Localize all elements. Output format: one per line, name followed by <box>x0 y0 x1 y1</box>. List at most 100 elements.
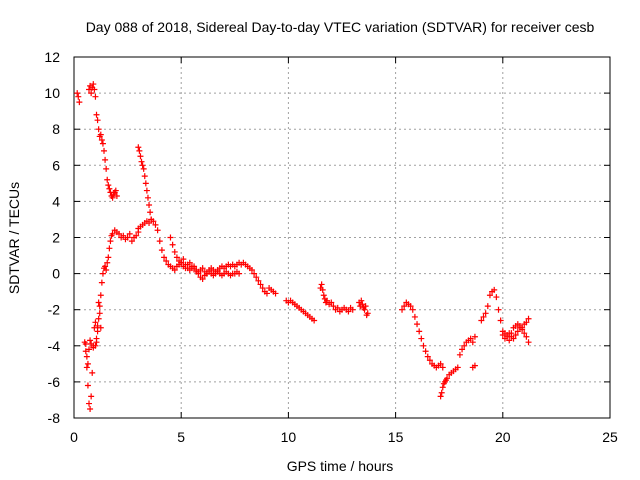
data-point <box>525 339 532 346</box>
data-point <box>120 232 127 239</box>
data-point <box>93 111 100 118</box>
data-point <box>467 335 474 342</box>
data-point <box>248 266 255 273</box>
data-point <box>136 147 143 154</box>
grid <box>74 57 610 418</box>
y-tick-label: 10 <box>44 85 60 101</box>
data-point <box>409 306 416 313</box>
data-point <box>82 340 89 347</box>
series-seg7 <box>167 234 243 283</box>
data-point <box>163 257 170 264</box>
data-point <box>456 351 463 358</box>
data-point <box>83 353 90 360</box>
data-point <box>109 230 116 237</box>
data-point <box>167 234 174 241</box>
data-point <box>497 317 504 324</box>
data-point <box>101 147 108 154</box>
data-point <box>255 277 262 284</box>
chart-title: Day 088 of 2018, Sidereal Day-to-day VTE… <box>86 19 595 35</box>
data-point <box>471 333 478 340</box>
data-point <box>358 297 365 304</box>
data-point <box>147 209 154 216</box>
y-tick-label: -8 <box>48 410 61 426</box>
data-point <box>257 281 264 288</box>
series-seg2 <box>86 81 120 201</box>
y-tick-label: -4 <box>48 338 61 354</box>
data-point <box>459 346 466 353</box>
data-point <box>178 259 185 266</box>
x-axis-label: GPS time / hours <box>287 458 394 474</box>
data-point <box>504 333 511 340</box>
data-point <box>480 313 487 320</box>
data-point <box>95 126 102 133</box>
data-point <box>191 265 198 272</box>
data-point <box>482 310 489 317</box>
data-point <box>437 393 444 400</box>
data-point <box>199 276 206 283</box>
data-point <box>94 322 101 329</box>
data-point <box>521 330 528 337</box>
data-point <box>142 180 149 187</box>
data-point <box>272 290 279 297</box>
data-point <box>263 290 270 297</box>
data-point <box>83 364 90 371</box>
data-point <box>141 173 148 180</box>
data-point <box>94 117 101 124</box>
series-seg11 <box>399 299 446 371</box>
data-point <box>318 281 325 288</box>
data-point <box>334 304 341 311</box>
data-point <box>158 247 165 254</box>
data-point <box>508 330 515 337</box>
x-tick-label: 15 <box>388 429 404 445</box>
data-point <box>137 153 144 160</box>
data-point <box>98 279 105 286</box>
data-point <box>156 238 163 245</box>
data-point <box>97 324 104 331</box>
data-point <box>495 306 502 313</box>
data-point <box>103 266 110 273</box>
data-point <box>140 165 147 172</box>
data-point <box>74 90 81 97</box>
data-point <box>411 313 418 320</box>
axes: 0 5 10 15 20 25 -8 -6 -4 -2 0 2 4 6 8 10 12 <box>44 49 618 445</box>
data-point <box>89 369 96 376</box>
x-tick-label: 10 <box>281 429 297 445</box>
y-tick-label: 6 <box>52 157 60 173</box>
data-point <box>146 202 153 209</box>
data-point <box>102 263 109 270</box>
data-point <box>144 194 151 201</box>
plot-frame <box>73 56 611 419</box>
data-point <box>519 324 526 331</box>
data-point <box>364 310 371 317</box>
y-tick-label: -2 <box>48 302 61 318</box>
data-point <box>112 187 119 194</box>
data-point <box>103 165 110 172</box>
data-point <box>88 340 95 347</box>
data-point <box>418 335 425 342</box>
data-point <box>104 259 111 266</box>
series-seg1 <box>74 90 83 106</box>
data-point <box>426 357 433 364</box>
data-point <box>93 335 100 342</box>
data-point <box>87 405 94 412</box>
data-point <box>361 306 368 313</box>
data-point <box>171 248 178 255</box>
data-point <box>422 348 429 355</box>
data-point <box>104 176 111 183</box>
data-point <box>523 333 530 340</box>
data-point <box>461 342 468 349</box>
data-point <box>444 375 451 382</box>
data-point <box>491 286 498 293</box>
y-tick-label: 4 <box>52 193 60 209</box>
y-tick-label: 8 <box>52 121 60 137</box>
data-point <box>97 131 104 138</box>
data-point <box>109 194 116 201</box>
data-point <box>199 265 206 272</box>
series-seg4 <box>82 299 104 367</box>
data-point <box>439 364 446 371</box>
data-point <box>195 270 202 277</box>
series-seg10 <box>356 297 371 319</box>
data-point <box>92 319 99 326</box>
data-point <box>399 306 406 313</box>
data-point <box>486 292 493 299</box>
